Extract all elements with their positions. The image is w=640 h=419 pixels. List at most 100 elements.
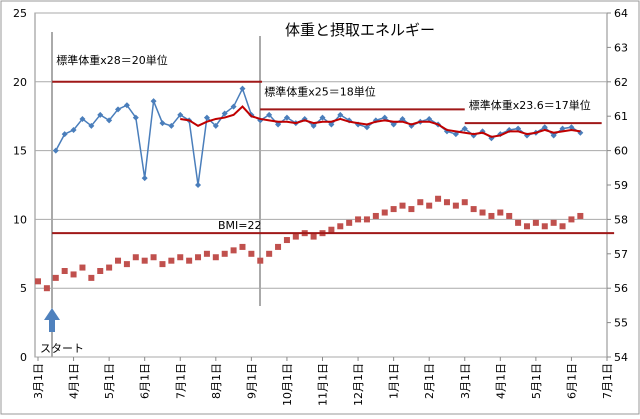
x-tick-label: 7月1日 [601,363,614,399]
y2-tick-label: 58 [614,213,628,226]
marker [115,106,122,113]
y2-tick-label: 64 [614,7,628,20]
marker [523,223,530,230]
marker [88,122,95,129]
marker [79,264,86,271]
marker [559,223,566,230]
marker [212,122,219,129]
x-tick-label: 1月1日 [388,363,401,399]
marker [506,212,513,219]
marker [426,115,433,122]
x-tick-label: 3月1日 [32,363,45,399]
marker [52,147,59,154]
marker [221,250,228,257]
marker [390,206,397,213]
marker [515,219,522,226]
y2-tick-label: 57 [614,248,628,261]
marker [150,254,157,261]
y2-tick-label: 59 [614,179,628,192]
marker [310,233,317,240]
marker [435,195,442,202]
y2-tick-label: 55 [614,317,628,330]
marker [346,219,353,226]
marker [381,209,388,216]
y-tick-label: 0 [20,351,27,364]
marker [443,199,450,206]
marker [479,209,486,216]
x-tick-label: 11月1日 [317,363,330,406]
marker [426,202,433,209]
marker [141,175,148,182]
marker [515,125,522,132]
marker [532,219,539,226]
x-tick-label: 2月1日 [423,363,436,399]
marker [97,111,104,118]
marker [550,219,557,226]
marker [230,103,237,110]
marker [195,254,202,261]
y-tick-label: 10 [13,213,27,226]
marker [488,212,495,219]
chart-title: 体重と摂取エネルギー [285,21,435,39]
marker [70,271,77,278]
x-tick-label: 5月1日 [530,363,543,399]
marker [106,264,113,271]
x-tick-label: 12月1日 [352,363,365,406]
x-tick-label: 10月1日 [281,363,294,406]
marker [239,85,246,92]
marker [123,261,130,268]
marker [212,254,219,261]
series-line [180,105,581,138]
marker [177,111,184,118]
y-tick-label: 20 [13,76,27,89]
y2-tick-label: 54 [614,351,628,364]
marker [408,206,415,213]
marker [221,110,228,117]
marker [203,114,210,121]
y-tick-label: 25 [13,7,27,20]
marker [230,247,237,254]
marker [97,268,104,274]
marker [283,237,290,244]
reference-label: 標準体重x25＝18単位 [264,84,376,98]
y-tick-label: 15 [13,145,27,158]
marker [577,212,584,219]
marker [452,202,459,209]
marker [106,117,113,124]
x-tick-label: 8月1日 [210,363,223,399]
marker [150,98,157,105]
marker [541,223,548,230]
marker [177,254,184,261]
plot-area [34,12,608,358]
x-tick-label: 3月1日 [459,363,472,399]
marker [257,257,264,264]
reference-label: 標準体重x23.6＝17単位 [469,98,591,112]
marker [168,257,175,264]
marker [123,102,130,109]
marker [470,206,477,213]
marker [390,121,397,128]
marker [319,114,326,121]
marker [70,126,77,133]
marker [568,216,575,223]
marker [115,257,122,264]
marker [399,202,406,209]
marker [310,122,317,129]
x-tick-label: 4月1日 [68,363,81,399]
marker [195,182,202,188]
marker [559,125,566,132]
marker [186,257,193,264]
y2-tick-label: 62 [614,76,628,89]
marker [248,250,255,257]
marker [132,254,139,261]
reference-label: BMI=22 [218,219,262,232]
marker [266,111,273,118]
y2-tick-label: 63 [614,41,628,54]
marker [275,243,282,250]
marker [461,125,468,132]
marker [275,121,282,128]
marker [550,132,557,139]
marker [337,111,344,118]
marker [363,216,370,223]
marker [372,212,379,219]
